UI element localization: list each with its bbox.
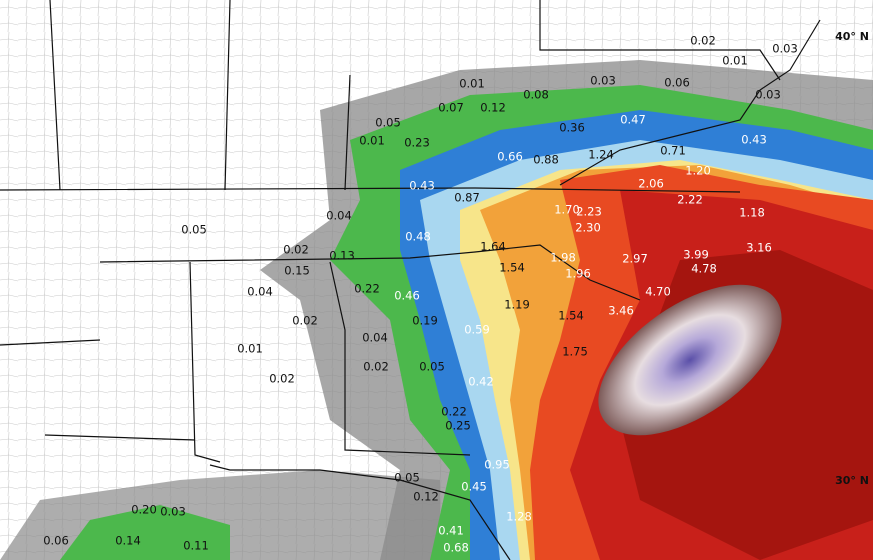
rainfall-label: 0.11 — [183, 539, 209, 553]
rainfall-label: 1.28 — [506, 510, 532, 524]
rainfall-label: 0.68 — [443, 541, 469, 555]
rainfall-label: 4.70 — [645, 285, 671, 299]
rainfall-label: 0.12 — [480, 101, 506, 115]
rainfall-label: 1.98 — [550, 251, 576, 265]
rainfall-label: 1.96 — [565, 267, 591, 281]
latitude-label: 30° N — [835, 474, 869, 487]
rainfall-label: 0.02 — [363, 360, 389, 374]
rainfall-label: 1.54 — [558, 309, 584, 323]
rainfall-label: 0.15 — [284, 264, 310, 278]
rainfall-label: 0.01 — [459, 77, 485, 91]
rainfall-label: 0.04 — [362, 331, 388, 345]
rainfall-label: 2.06 — [638, 177, 664, 191]
rainfall-label: 0.95 — [484, 458, 510, 472]
rainfall-label: 1.19 — [504, 298, 530, 312]
rainfall-label: 0.47 — [620, 113, 646, 127]
rainfall-label: 0.13 — [329, 249, 355, 263]
rainfall-label: 0.19 — [412, 314, 438, 328]
rainfall-label: 0.02 — [690, 34, 716, 48]
latitude-label: 40° N — [835, 30, 869, 43]
rainfall-label: 2.22 — [677, 193, 703, 207]
rainfall-label: 1.70 — [554, 203, 580, 217]
rainfall-label: 3.16 — [746, 241, 772, 255]
rainfall-label: 3.46 — [608, 304, 634, 318]
rainfall-label: 0.87 — [454, 191, 480, 205]
rainfall-label: 0.04 — [326, 209, 352, 223]
rainfall-label: 0.25 — [445, 419, 471, 433]
rainfall-label: 2.30 — [575, 221, 601, 235]
rainfall-label: 0.08 — [523, 88, 549, 102]
rainfall-label: 1.18 — [739, 206, 765, 220]
rainfall-label: 0.42 — [468, 375, 494, 389]
rainfall-label: 1.24 — [588, 148, 614, 162]
rainfall-label: 0.01 — [722, 54, 748, 68]
rainfall-label: 0.20 — [131, 503, 157, 517]
rainfall-label: 0.03 — [755, 88, 781, 102]
label-layer: 0.02 0.01 0.03 0.03 0.01 0.03 0.06 0.08 0.07 0.12… — [43, 30, 869, 555]
rainfall-label: 0.04 — [247, 285, 273, 299]
rainfall-label: 0.03 — [772, 42, 798, 56]
rainfall-label: 0.06 — [664, 76, 690, 90]
rainfall-label: 0.12 — [413, 490, 439, 504]
rainfall-label: 0.23 — [404, 136, 430, 150]
rainfall-label: 0.14 — [115, 534, 141, 548]
rainfall-label: 1.20 — [685, 164, 711, 178]
rainfall-label: 2.97 — [622, 252, 648, 266]
rainfall-label: 0.05 — [394, 471, 420, 485]
precip-shading — [0, 60, 873, 560]
rainfall-label: 0.02 — [283, 243, 309, 257]
rainfall-label: 0.05 — [181, 223, 207, 237]
rainfall-label: 0.02 — [292, 314, 318, 328]
rainfall-label: 1.75 — [562, 345, 588, 359]
rainfall-label: 0.22 — [441, 405, 467, 419]
rainfall-label: 0.05 — [375, 116, 401, 130]
rainfall-label: 0.22 — [354, 282, 380, 296]
rainfall-label: 0.43 — [409, 179, 435, 193]
rainfall-label: 0.36 — [559, 121, 585, 135]
rainfall-label: 2.23 — [576, 205, 602, 219]
rainfall-label: 0.46 — [394, 289, 420, 303]
rainfall-label: 1.54 — [499, 261, 525, 275]
rainfall-label: 0.59 — [464, 323, 490, 337]
rainfall-label: 0.71 — [660, 144, 686, 158]
rainfall-label: 0.07 — [438, 101, 464, 115]
rainfall-label: 3.99 — [683, 248, 709, 262]
rainfall-label: 4.78 — [691, 262, 717, 276]
rainfall-label: 0.66 — [497, 150, 523, 164]
rainfall-label: 0.02 — [269, 372, 295, 386]
rainfall-label: 0.01 — [359, 134, 385, 148]
rainfall-label: 0.45 — [461, 480, 487, 494]
rainfall-label: 0.48 — [405, 230, 431, 244]
rainfall-label: 0.01 — [237, 342, 263, 356]
rainfall-label: 0.03 — [590, 74, 616, 88]
rainfall-label: 1.64 — [480, 240, 506, 254]
rainfall-label: 0.06 — [43, 534, 69, 548]
rainfall-label: 0.43 — [741, 133, 767, 147]
rainfall-label: 0.03 — [160, 505, 186, 519]
rainfall-label: 0.41 — [438, 524, 464, 538]
rainfall-label: 0.88 — [533, 153, 559, 167]
state-borders — [0, 0, 821, 560]
rainfall-label: 0.05 — [419, 360, 445, 374]
